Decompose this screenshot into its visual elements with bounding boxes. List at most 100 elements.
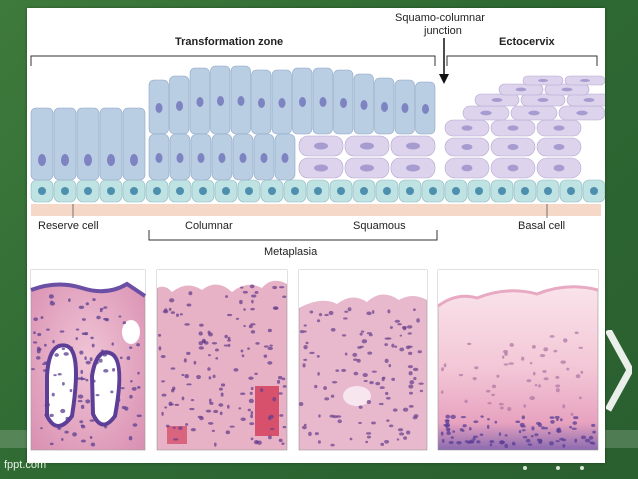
squamous-nucleus [406, 164, 420, 172]
decorative-arrow-icon [606, 330, 632, 412]
cell-nucleus-speck [132, 423, 138, 427]
cell-nucleus-speck [124, 406, 129, 411]
cell-nucleus-speck [317, 440, 321, 444]
cell-nucleus-speck [77, 400, 83, 403]
ectocervix-nucleus [491, 98, 503, 102]
cell-nucleus-speck [281, 442, 285, 445]
cell-nucleus-speck [168, 401, 173, 406]
sublayer-nucleus [239, 153, 247, 163]
cell-nucleus-speck [211, 429, 215, 432]
cell-nucleus-speck [369, 381, 374, 385]
cell-nucleus-speck [366, 332, 372, 335]
cell-nucleus-speck [509, 343, 514, 347]
cell-nucleus-speck [60, 408, 66, 414]
cell-nucleus-speck [227, 336, 231, 341]
basal-cell-nucleus [176, 187, 184, 195]
cell-nucleus-speck [491, 384, 497, 389]
cell-nucleus-speck [397, 323, 402, 326]
cell-nucleus-speck [102, 352, 108, 357]
ectocervix-nucleus [515, 87, 527, 92]
cell-nucleus-speck [391, 377, 396, 381]
cell-nucleus-speck [501, 355, 505, 359]
cell-nucleus-speck [344, 352, 348, 356]
cell-nucleus-speck [247, 347, 250, 350]
cell-nucleus-speck [379, 386, 385, 390]
cell-nucleus-speck [136, 343, 140, 347]
cell-nucleus-speck [392, 408, 398, 412]
ectocervix-nucleus [461, 125, 473, 131]
cell-nucleus-speck [555, 440, 560, 443]
cell-nucleus-speck [384, 343, 388, 347]
cell-nucleus-speck [324, 397, 330, 401]
cell-nucleus-speck [64, 430, 69, 434]
cell-nucleus-speck [371, 310, 375, 314]
cell-nucleus-speck [80, 404, 85, 409]
cell-nucleus-speck [45, 402, 50, 407]
cell-nucleus-speck [224, 334, 228, 339]
cell-nucleus-speck [54, 353, 59, 357]
cell-nucleus-speck [111, 368, 116, 372]
cell-nucleus-speck [549, 416, 555, 420]
cell-nucleus-speck [81, 332, 87, 336]
cell-nucleus-speck [520, 425, 526, 428]
cell-nucleus-speck [36, 346, 41, 351]
cell-nucleus-speck [588, 435, 594, 440]
cell-nucleus-speck [559, 437, 565, 441]
basal-cell-nucleus [314, 187, 322, 195]
cell-nucleus-speck [250, 410, 254, 415]
cell-nucleus-speck [541, 426, 545, 430]
cell-nucleus-speck [80, 369, 84, 375]
cell-nucleus-speck [352, 352, 358, 357]
cell-nucleus-speck [503, 363, 509, 366]
cell-nucleus-speck [89, 357, 93, 362]
cell-nucleus-speck [227, 404, 230, 409]
cell-nucleus-speck [254, 372, 258, 376]
reserve-cell-label: Reserve cell [38, 220, 99, 232]
cell-nucleus-speck [213, 409, 219, 414]
cell-nucleus-speck [173, 438, 179, 441]
cell-nucleus-speck [467, 342, 472, 345]
cell-nucleus-speck [70, 346, 74, 351]
cell-nucleus-speck [360, 330, 365, 333]
cell-nucleus-speck [543, 347, 549, 352]
cell-nucleus-speck [316, 319, 321, 323]
cell-nucleus-speck [214, 348, 219, 352]
cell-nucleus-speck [331, 381, 338, 384]
cell-nucleus-speck [318, 313, 323, 317]
cell-nucleus-speck [299, 330, 305, 334]
sublayer-nucleus [155, 153, 163, 163]
basal-cell-nucleus [268, 187, 276, 195]
watermark-text: fppt.com [4, 459, 47, 471]
squamous-nucleus [314, 164, 328, 172]
slide-dots [523, 466, 584, 470]
cell-nucleus-speck [384, 439, 390, 444]
cell-nucleus-speck [249, 422, 255, 426]
cell-nucleus-speck [250, 414, 254, 419]
cell-nucleus-speck [440, 390, 444, 394]
cell-nucleus-speck [259, 388, 264, 393]
cell-nucleus-speck [446, 428, 451, 433]
cell-nucleus-speck [212, 374, 216, 379]
cell-nucleus-speck [371, 370, 377, 373]
cell-nucleus-speck [473, 420, 479, 424]
cell-nucleus-speck [57, 427, 62, 430]
cell-nucleus-speck [521, 415, 526, 420]
cell-nucleus-speck [164, 308, 168, 313]
basal-cell-nucleus [383, 187, 391, 195]
cell-nucleus-speck [90, 336, 94, 340]
metaplastic-nucleus [360, 100, 368, 110]
cell-nucleus-speck [303, 330, 307, 333]
ectocervix-nucleus [507, 164, 519, 172]
cell-nucleus-speck [190, 427, 196, 432]
cell-nucleus-speck [208, 354, 211, 357]
cell-nucleus-speck [78, 305, 85, 309]
cell-nucleus-speck [35, 356, 41, 360]
cell-nucleus-speck [61, 347, 66, 351]
cell-nucleus-speck [44, 343, 47, 347]
cell-nucleus-speck [79, 420, 84, 424]
cell-nucleus-speck [85, 399, 91, 404]
cell-nucleus-speck [240, 286, 244, 289]
cell-nucleus-speck [218, 387, 223, 391]
cell-nucleus-speck [164, 406, 168, 409]
cell-nucleus-speck [279, 414, 284, 417]
